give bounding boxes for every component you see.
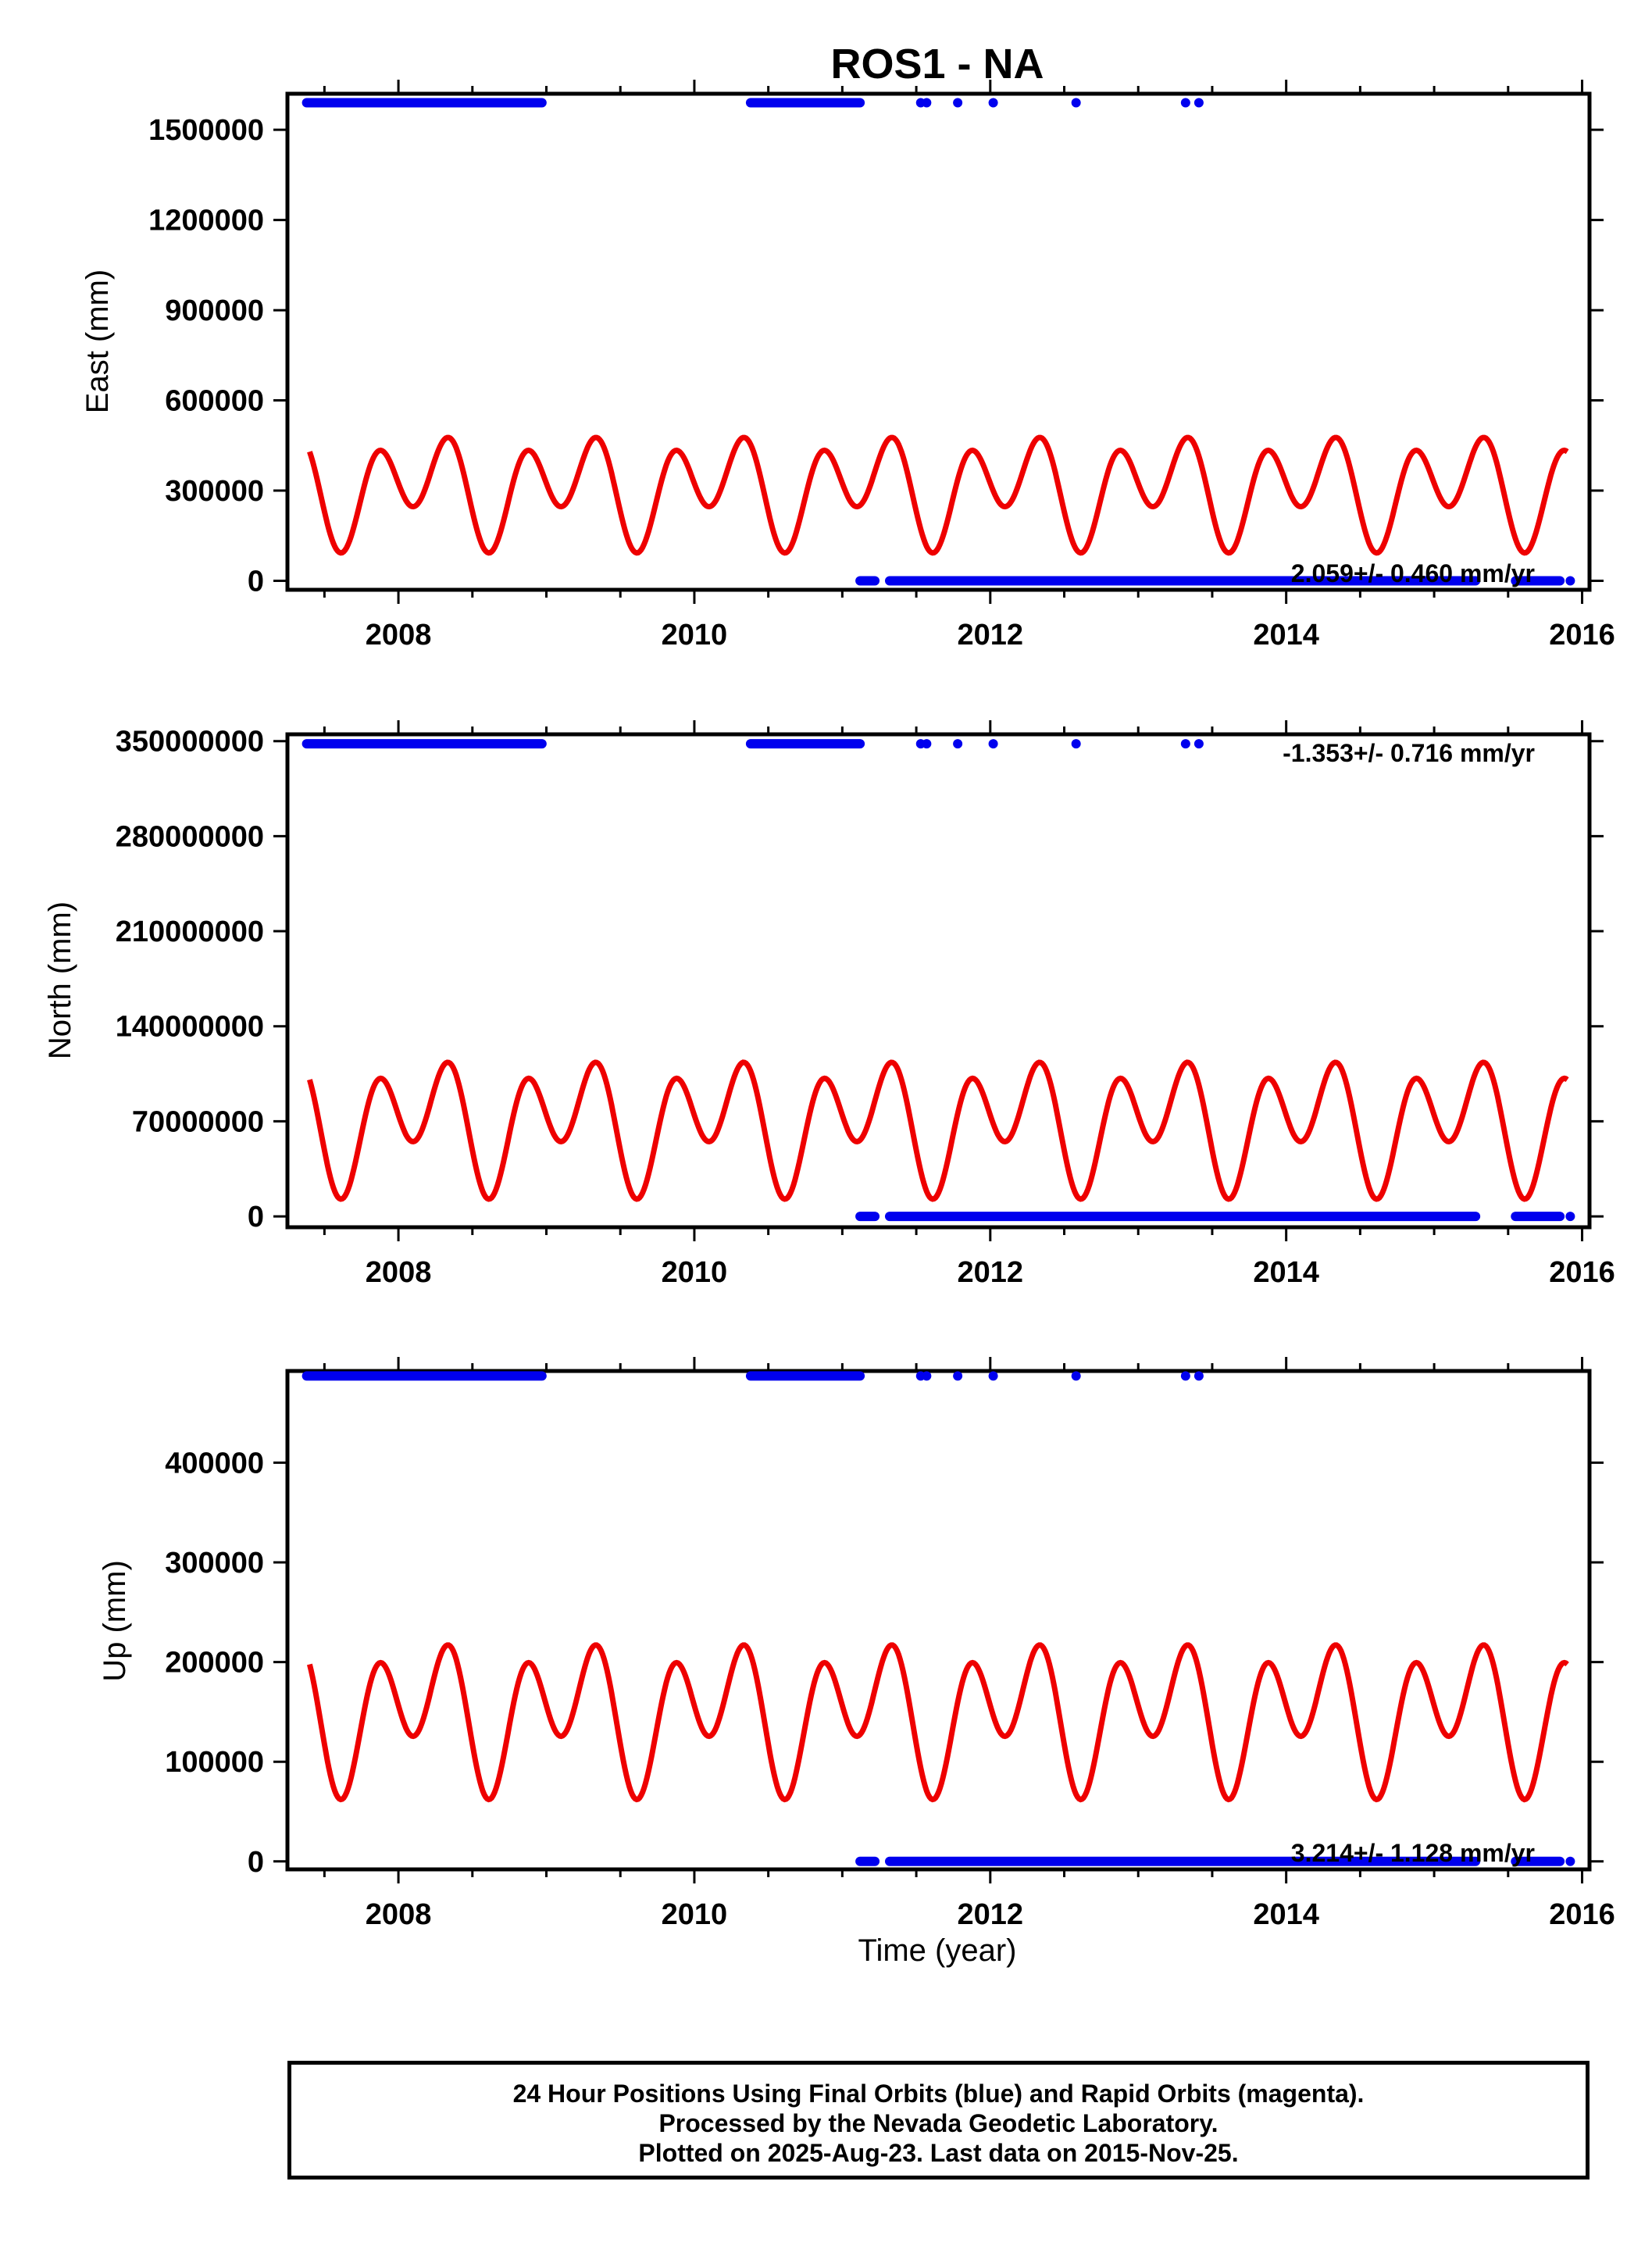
- up-data-point-low: [1565, 1856, 1575, 1866]
- y-tick-label: 0: [248, 1846, 264, 1879]
- up-ticks: 2008 2010 2012 2014 2016 0 100000 200000 300000 4…: [165, 1357, 1615, 1931]
- north-ticks: 2008 2010 2012 2014 2016 0 70000000 140000000 21…: [116, 720, 1615, 1289]
- north-velocity-label: -1.353+/- 0.716 mm/yr: [1283, 739, 1535, 767]
- y-tick-label: 600000: [165, 385, 264, 418]
- footer-line-processed: Processed by the Nevada Geodetic Laborat…: [658, 2109, 1218, 2137]
- y-tick-label: 1200000: [148, 205, 264, 237]
- east-data-point-high: [1194, 98, 1204, 108]
- x-tick-label: 2014: [1253, 619, 1319, 652]
- x-tick-label: 2014: [1253, 1898, 1319, 1931]
- x-tick-label: 2016: [1549, 1898, 1615, 1931]
- up-data-point-high: [1180, 1371, 1190, 1381]
- east-model-curve: [307, 434, 1569, 556]
- y-tick-label: 350000000: [116, 726, 264, 759]
- up-y-axis-label: Up (mm): [98, 1560, 132, 1682]
- up-velocity-label: 3.214+/- 1.128 mm/yr: [1291, 1839, 1535, 1867]
- x-axis-label: Time (year): [858, 1933, 1017, 1968]
- x-tick-label: 2008: [366, 1898, 432, 1931]
- north-data-point-high: [1180, 739, 1190, 749]
- north-plot-frame: [285, 732, 1592, 1230]
- y-tick-label: 70000000: [132, 1105, 264, 1138]
- east-data-point-high: [953, 98, 963, 108]
- y-tick-label: 100000: [165, 1746, 264, 1779]
- up-plot-frame: [285, 1369, 1592, 1872]
- north-data-point-high: [988, 739, 998, 749]
- north-data-point-high: [1194, 739, 1204, 749]
- up-data-point-high: [1071, 1371, 1081, 1381]
- footer-line-orbits: 24 Hour Positions Using Final Orbits (bl…: [512, 2080, 1365, 2108]
- chart-title: ROS1 - NA: [830, 41, 1044, 87]
- footer-caption-box: 24 Hour Positions Using Final Orbits (bl…: [287, 2061, 1590, 2180]
- y-tick-label: 900000: [165, 295, 264, 327]
- x-tick-label: 2012: [958, 619, 1024, 652]
- x-tick-label: 2010: [662, 619, 728, 652]
- up-model-curve: [306, 1642, 1569, 1803]
- y-tick-label: 200000: [165, 1647, 264, 1680]
- north-panel: 2008 2010 2012 2014 2016 0 70000000 140000000 21…: [43, 720, 1615, 1289]
- y-tick-label: 300000: [165, 1547, 264, 1580]
- up-panel: 2008 2010 2012 2014 2016 0 100000 200000 300000 4…: [98, 1357, 1615, 1968]
- north-data-point-high: [953, 739, 963, 749]
- north-data-point-low: [1565, 1212, 1575, 1222]
- y-tick-label: 0: [248, 565, 264, 598]
- north-marks: [301, 739, 1575, 1222]
- east-data-point-low: [1565, 576, 1575, 586]
- up-data-point-high: [953, 1371, 963, 1381]
- x-tick-label: 2010: [662, 1256, 728, 1289]
- y-tick-label: 400000: [165, 1447, 264, 1480]
- east-data-point-high: [1180, 98, 1190, 108]
- east-y-axis-label: East (mm): [80, 270, 115, 413]
- north-data-point-high: [1071, 739, 1081, 749]
- north-model-curve: [307, 1059, 1569, 1202]
- y-tick-label: 140000000: [116, 1011, 264, 1044]
- east-plot-frame: [285, 91, 1592, 592]
- north-y-axis-label: North (mm): [43, 901, 77, 1059]
- east-data-point-high: [922, 98, 932, 108]
- x-tick-label: 2016: [1549, 619, 1615, 652]
- x-tick-label: 2016: [1549, 1256, 1615, 1289]
- up-data-point-high: [922, 1371, 932, 1381]
- x-tick-label: 2014: [1253, 1256, 1319, 1289]
- east-marks: [301, 98, 1575, 586]
- y-tick-label: 1500000: [148, 114, 264, 147]
- footer-line-plotted: Plotted on 2025-Aug-23. Last data on 201…: [638, 2139, 1239, 2167]
- north-data-point-high: [922, 739, 932, 749]
- x-tick-label: 2010: [662, 1898, 728, 1931]
- y-tick-label: 280000000: [116, 820, 264, 853]
- x-tick-label: 2008: [366, 619, 432, 652]
- east-data-point-high: [1071, 98, 1081, 108]
- x-tick-label: 2012: [958, 1898, 1024, 1931]
- up-data-point-high: [988, 1371, 998, 1381]
- y-tick-label: 210000000: [116, 916, 264, 948]
- y-tick-label: 0: [248, 1201, 264, 1233]
- up-data-point-high: [1194, 1371, 1204, 1381]
- east-data-point-high: [988, 98, 998, 108]
- up-marks: [301, 1371, 1575, 1866]
- east-velocity-label: 2.059+/- 0.460 mm/yr: [1291, 559, 1535, 587]
- x-tick-label: 2008: [366, 1256, 432, 1289]
- east-panel: 2008 2010 2012 2014 2016 0 300000 600000 900000 1…: [80, 80, 1615, 652]
- x-tick-label: 2012: [958, 1256, 1024, 1289]
- y-tick-label: 300000: [165, 475, 264, 508]
- east-ticks: 2008 2010 2012 2014 2016 0 300000 600000 900000 1…: [148, 80, 1615, 652]
